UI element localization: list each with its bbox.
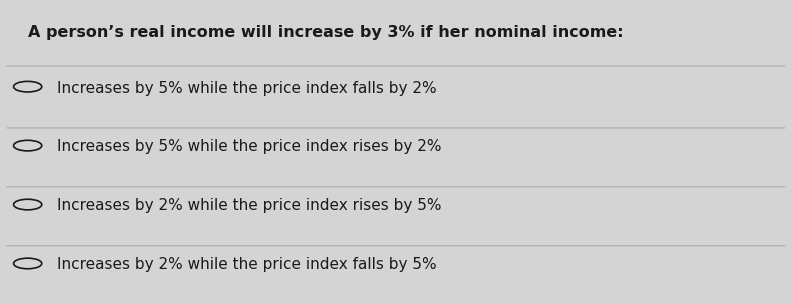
Text: Increases by 2% while the price index rises by 5%: Increases by 2% while the price index ri… — [58, 198, 442, 213]
Text: Increases by 2% while the price index falls by 5%: Increases by 2% while the price index fa… — [58, 257, 437, 272]
Text: Increases by 5% while the price index rises by 2%: Increases by 5% while the price index ri… — [58, 139, 442, 155]
Text: Increases by 5% while the price index falls by 2%: Increases by 5% while the price index fa… — [58, 81, 437, 95]
Text: A person’s real income will increase by 3% if her nominal income:: A person’s real income will increase by … — [28, 25, 623, 40]
